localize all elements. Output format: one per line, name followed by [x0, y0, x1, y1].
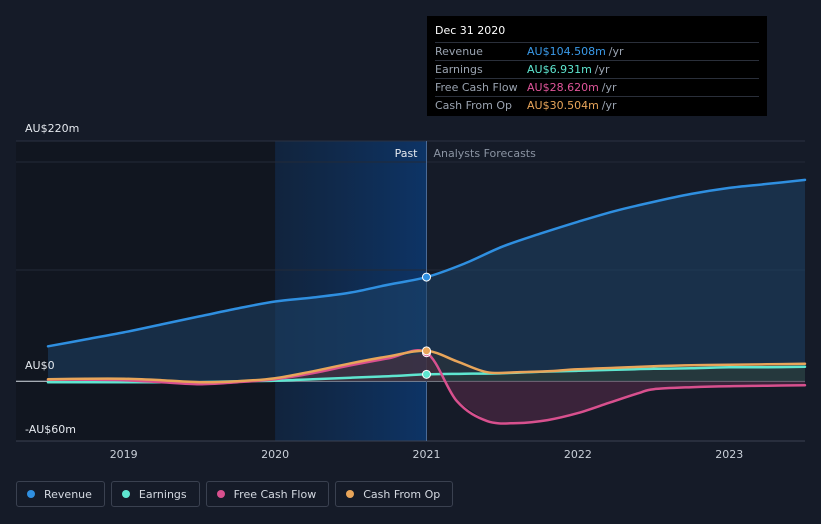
legend-item-free-cash-flow[interactable]: Free Cash Flow [205, 481, 330, 507]
tooltip-row-free-cash-flow: Free Cash Flow AU$28.620m /yr [435, 78, 759, 96]
tooltip-label: Cash From Op [435, 99, 513, 112]
tooltip-value: AU$28.620m [527, 81, 599, 94]
marker-earnings [422, 369, 431, 379]
forecast-label: Analysts Forecasts [434, 147, 537, 160]
legend-item-cash-from-op[interactable]: Cash From Op [335, 481, 454, 507]
x-tick-label: 2021 [413, 448, 441, 461]
legend-label: Free Cash Flow [233, 487, 317, 501]
legend-dot-icon [346, 490, 355, 498]
tooltip-label: Earnings [435, 63, 483, 76]
tooltip-value: AU$30.504m [527, 99, 599, 112]
tooltip: Dec 31 2020 Revenue AU$104.508m /yr Earn… [427, 16, 767, 116]
y-tick-label: AU$220m [25, 122, 79, 135]
past-dark-region [16, 141, 276, 441]
legend-dot-icon [216, 490, 225, 498]
tooltip-date: Dec 31 2020 [435, 24, 506, 37]
legend-label: Earnings [138, 487, 187, 501]
legend-item-earnings[interactable]: Earnings [110, 481, 200, 507]
line-cash-from-op [46, 349, 807, 384]
tooltip-value: AU$6.931m [527, 63, 592, 76]
legend-item-revenue[interactable]: Revenue [16, 481, 105, 507]
axis-labels: AU$220m AU$0 -AU$60m 2019 2020 2021 2022 2023 Pa… [25, 122, 743, 461]
tooltip-unit: /yr [608, 45, 624, 58]
tooltip-row-revenue: Revenue AU$104.508m /yr [435, 42, 759, 60]
tooltip-unit: /yr [594, 63, 610, 76]
legend-dot-icon [27, 490, 35, 498]
x-tick-label: 2020 [261, 448, 289, 461]
tooltip-unit: /yr [601, 81, 617, 94]
y-tick-label: AU$0 [25, 359, 55, 372]
past-label: Past [395, 147, 419, 160]
tooltip-row-earnings: Earnings AU$6.931m /yr [435, 60, 759, 78]
y-tick-label: -AU$60m [25, 423, 76, 436]
tooltip-row-cash-from-op: Cash From Op AU$30.504m /yr [435, 96, 759, 114]
series-lines [46, 178, 807, 425]
tooltip-markers [422, 272, 431, 379]
tooltip-label: Free Cash Flow [435, 81, 518, 94]
legend-dot-icon [121, 490, 130, 498]
legend: Revenue Earnings Free Cash Flow Cash Fro… [16, 481, 454, 507]
marker-cash-from-op [422, 346, 431, 356]
x-tick-label: 2023 [715, 448, 743, 461]
legend-label: Cash From Op [363, 487, 441, 501]
marker-revenue [422, 272, 431, 282]
legend-label: Revenue [44, 487, 92, 501]
line-free-cash-flow [46, 349, 807, 425]
tooltip-label: Revenue [435, 45, 483, 58]
x-tick-label: 2019 [110, 448, 138, 461]
tooltip-value: AU$104.508m [527, 45, 606, 58]
area-free-cash-flow [48, 352, 805, 424]
tooltip-unit: /yr [601, 99, 617, 112]
x-tick-label: 2022 [564, 448, 592, 461]
area-cash-from-op [48, 350, 805, 383]
